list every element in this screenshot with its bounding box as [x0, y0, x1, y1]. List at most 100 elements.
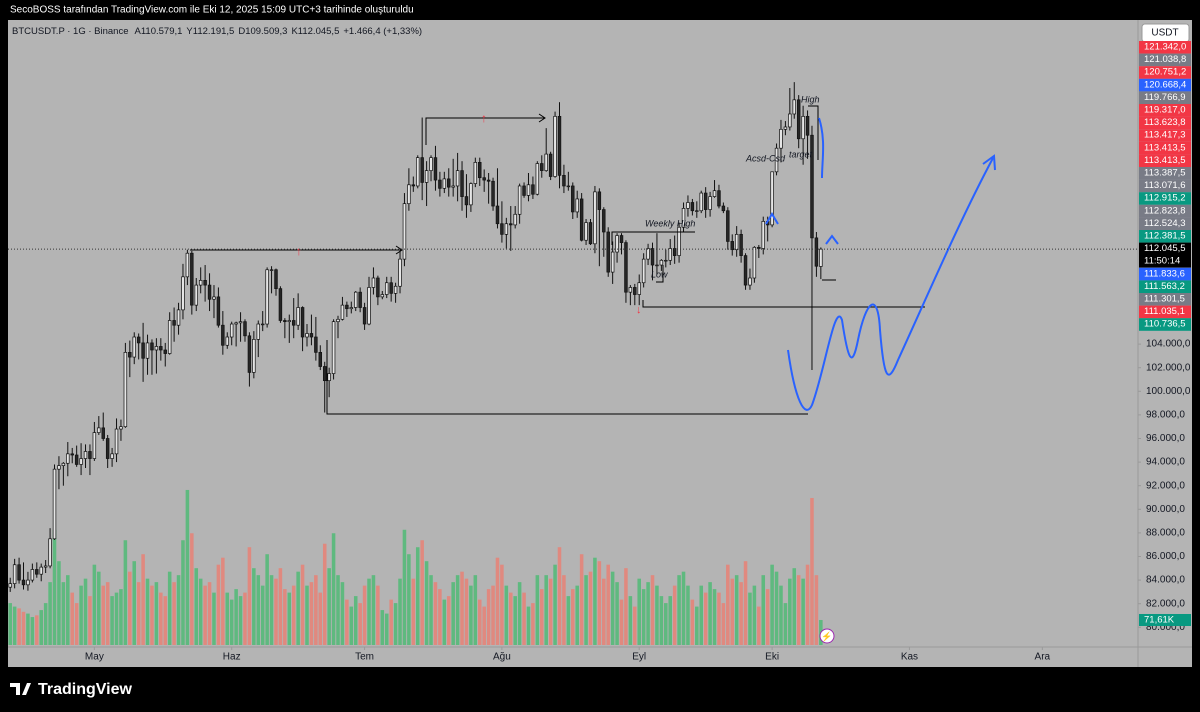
- change: +1.466,4 (+1,33%): [343, 26, 422, 37]
- price-label: 120.751,2: [1144, 67, 1186, 78]
- volume-bar: [154, 582, 159, 645]
- candle-body: [796, 99, 801, 140]
- volume-bar: [123, 540, 128, 645]
- volume-bar: [469, 585, 473, 645]
- y-tick-label: 102.000,0: [1146, 362, 1191, 373]
- candle-body: [681, 208, 686, 228]
- candle-body: [203, 280, 207, 286]
- volume-bar: [641, 589, 646, 645]
- event-icon[interactable]: [819, 628, 835, 644]
- volume-bar: [243, 592, 247, 645]
- candle-body: [739, 233, 743, 256]
- y-tick-label: 88.000,0: [1146, 528, 1185, 539]
- volume-bar: [225, 592, 230, 645]
- volume-bar: [460, 571, 464, 645]
- candle-body: [699, 192, 703, 212]
- volume-bar: [796, 575, 801, 645]
- candle-body: [677, 226, 681, 256]
- volume-bar: [88, 596, 92, 645]
- candle-body: [779, 128, 783, 149]
- candle-body: [296, 307, 300, 326]
- volume-bar: [588, 571, 593, 645]
- candle-body: [159, 346, 163, 351]
- volume-bar: [420, 540, 424, 645]
- candle-body: [814, 237, 819, 267]
- candle-body: [637, 282, 641, 295]
- high: Y112.191,5: [186, 26, 234, 37]
- volume-bar: [234, 589, 238, 645]
- candle-body: [260, 323, 265, 326]
- low-marker: [656, 265, 664, 283]
- candle-body: [730, 241, 734, 251]
- currency: USDT: [1151, 28, 1178, 39]
- brand-logo: [10, 683, 31, 695]
- volume-bar: [424, 561, 429, 645]
- volume-bar: [48, 582, 52, 645]
- x-tick-label: Ağu: [493, 652, 511, 663]
- volume-bar: [247, 547, 252, 645]
- volume-bar: [221, 557, 225, 645]
- candle-body: [566, 185, 571, 188]
- volume-bar: [628, 596, 633, 645]
- candle-body: [500, 223, 504, 235]
- candle-body: [695, 210, 699, 212]
- price-label-bg: [1139, 204, 1191, 218]
- candle-body: [105, 438, 110, 459]
- blue-arrow: [765, 212, 839, 245]
- candle-body: [788, 113, 792, 128]
- volume-bar: [562, 575, 566, 645]
- volume-bar: [668, 596, 673, 645]
- volume-bar: [176, 575, 181, 645]
- volume-bar: [664, 603, 668, 645]
- candle-body: [531, 184, 535, 195]
- candle-body: [429, 157, 433, 171]
- range-line: [326, 340, 808, 415]
- volume-bar: [305, 585, 309, 645]
- volume-bar: [367, 578, 371, 645]
- candle-body: [442, 178, 447, 189]
- candle-body: [593, 191, 597, 245]
- volume-bar: [646, 582, 650, 645]
- price-label-bg: [1139, 41, 1191, 54]
- candle-body: [123, 352, 128, 428]
- volume-bar: [141, 554, 145, 645]
- y-tick-label: 80.000,0: [1146, 622, 1185, 633]
- volume-bar: [726, 564, 730, 645]
- volume-bar: [610, 571, 615, 645]
- candle-body: [646, 248, 650, 260]
- candle-body: [641, 258, 646, 284]
- volume-bar: [748, 592, 752, 645]
- chart-area: [8, 20, 1192, 667]
- candle-body: [495, 205, 500, 225]
- price-label: 119.766,9: [1144, 92, 1186, 103]
- candle-body: [212, 296, 216, 300]
- price-label: 113.413,5: [1144, 155, 1186, 166]
- arrow-head: [395, 245, 403, 255]
- volume-bar: [531, 603, 535, 645]
- candle-body: [57, 465, 61, 470]
- candle-body: [291, 320, 296, 326]
- candle-body: [579, 198, 584, 241]
- volume-bar: [252, 568, 256, 645]
- volume-bar: [579, 554, 584, 645]
- price-label-bg: [1139, 179, 1191, 193]
- volume-bar: [752, 585, 757, 645]
- candle-body: [345, 304, 349, 310]
- candle-body: [482, 177, 486, 181]
- candle-body: [664, 259, 668, 262]
- volume-bar: [185, 489, 190, 645]
- volume-label: 71,61K: [1144, 615, 1175, 626]
- volume-bar: [495, 557, 500, 645]
- price-label-bg: [1139, 280, 1191, 293]
- volume-bar: [274, 578, 278, 645]
- price-label-bg: [1139, 305, 1191, 319]
- candle-body: [66, 453, 70, 464]
- volume-bar: [522, 592, 526, 645]
- target-marker: [808, 105, 819, 160]
- candle-body: [553, 115, 557, 177]
- price-label: 111.035,1: [1144, 306, 1185, 317]
- candle-body: [349, 307, 354, 310]
- candle-body: [252, 339, 256, 373]
- volume-bar: [721, 603, 726, 645]
- volume-bar: [83, 578, 88, 645]
